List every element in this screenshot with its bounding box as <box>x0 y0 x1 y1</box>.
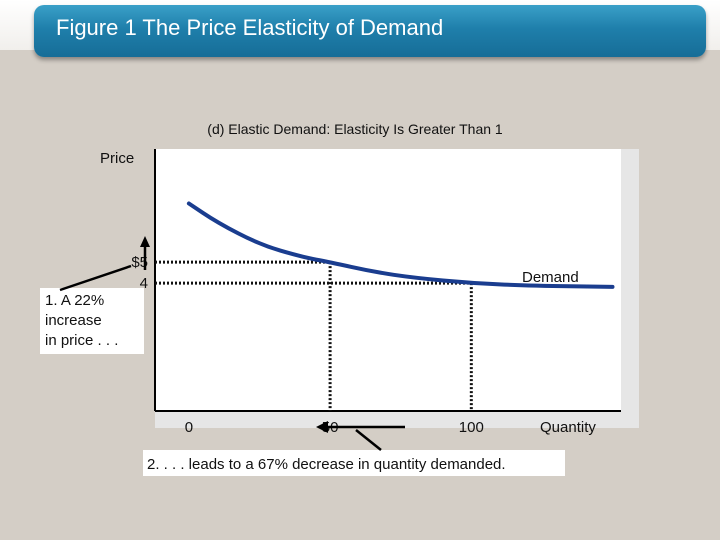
x-tick-label-0: 0 <box>185 419 193 436</box>
title-bar <box>34 5 706 57</box>
price-change-arrowhead <box>140 236 150 247</box>
price-annotation-box <box>40 288 144 354</box>
price-annotation-pointer <box>59 264 132 292</box>
plot-panel <box>155 149 621 411</box>
y-axis-label: Price <box>100 150 134 167</box>
y-tick-label-1: 4 <box>140 275 148 292</box>
price-annotation: 1. A 22% increase in price . . . <box>45 292 118 349</box>
figure-title: Figure 1 The Price Elasticity of Demand <box>56 15 444 40</box>
demand-curve <box>186 201 615 289</box>
quantity-change-arrowhead <box>316 421 328 433</box>
dotted-guides <box>155 260 473 411</box>
quantity-annotation: 2. . . . leads to a 67% decrease in quan… <box>147 456 506 473</box>
x-axis-label: Quantity <box>540 419 596 436</box>
demand-label: Demand <box>522 269 579 286</box>
x-tick-label-2: 100 <box>459 419 484 436</box>
quantity-annotation-pointer <box>355 429 382 451</box>
chart-subtitle: (d) Elastic Demand: Elasticity Is Greate… <box>207 121 503 137</box>
quantity-annotation-box <box>143 450 565 476</box>
